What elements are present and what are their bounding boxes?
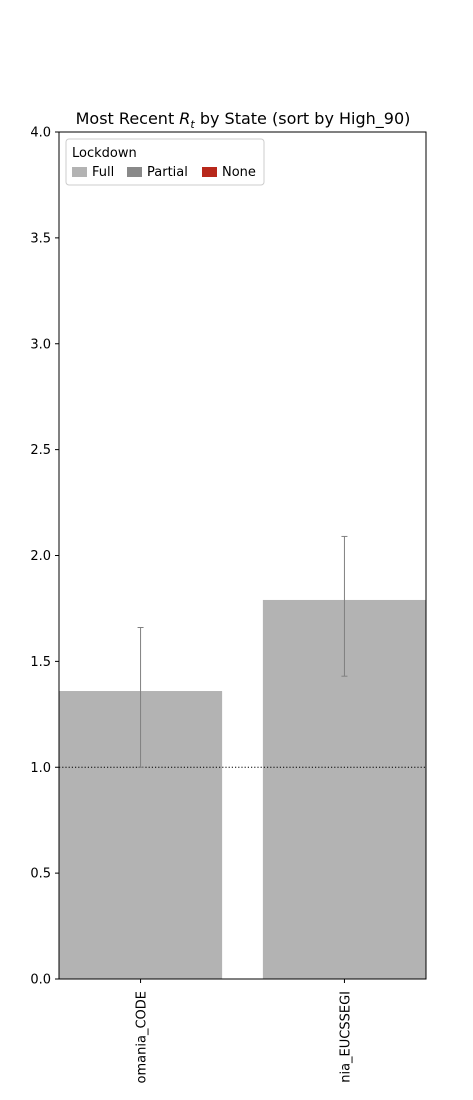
y-tick-label-3: 1.5 — [30, 655, 51, 670]
x-tick-label-1: nia_EUCSSEGI — [338, 991, 353, 1083]
y-tick-label-5: 2.5 — [30, 443, 51, 458]
y-tick-label-0: 0.0 — [30, 973, 51, 988]
title-suffix: by State (sort by High_90) — [195, 109, 411, 129]
legend-label-2: None — [222, 165, 256, 180]
y-tick-label-8: 4.0 — [30, 126, 51, 141]
y-tick-label-4: 2.0 — [30, 549, 51, 564]
chart-title: Most Recent Rt by State (sort by High_90… — [76, 109, 411, 131]
legend-label-1: Partial — [147, 165, 188, 180]
x-tick-label-0: omania_CODE — [135, 991, 150, 1083]
y-tick-label-1: 0.5 — [30, 867, 51, 882]
title-symbol: R — [179, 109, 190, 128]
legend-title: Lockdown — [72, 146, 137, 161]
legend: Lockdown Full Partial None — [66, 139, 264, 185]
legend-label-0: Full — [92, 165, 114, 180]
y-tick-label-6: 3.0 — [30, 337, 51, 352]
y-tick-label-7: 3.5 — [30, 231, 51, 246]
legend-swatch-1 — [127, 167, 142, 177]
legend-swatch-2 — [202, 167, 217, 177]
title-prefix: Most Recent — [76, 109, 180, 128]
legend-swatch-0 — [72, 167, 87, 177]
y-tick-label-2: 1.0 — [30, 761, 51, 776]
plot-area: 0.0 0.5 1.0 1.5 2.0 2.5 3.0 3.5 4.0 omania_CODE ni… — [30, 126, 426, 1084]
